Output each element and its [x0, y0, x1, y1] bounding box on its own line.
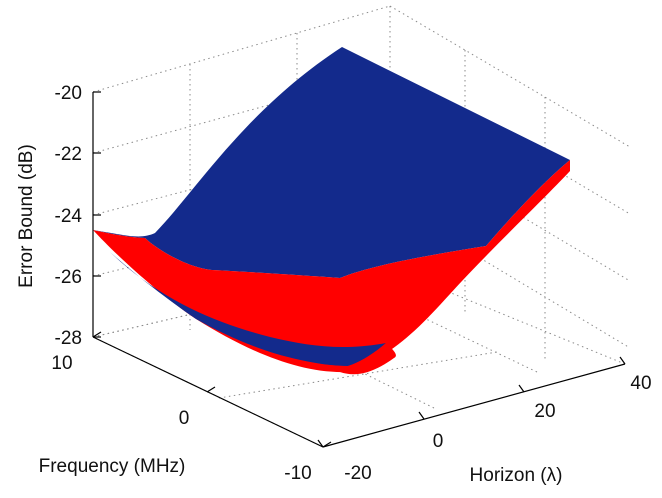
y-tick-label-10: 10 — [51, 353, 72, 374]
y-axis-title: Frequency (MHz) — [39, 456, 186, 477]
z-tick-label-1: -22 — [55, 144, 82, 165]
z-tick-label-3: -26 — [55, 267, 82, 288]
y-tick-mark-10 — [92, 331, 102, 338]
surface-blue-lower-band — [110, 252, 386, 366]
x-tick-label--20: -20 — [344, 463, 371, 484]
y-tick-label--10: -10 — [284, 463, 311, 484]
x-tick-label-20: 20 — [534, 401, 555, 422]
surface-blue-top — [93, 47, 570, 278]
z-tick-label-2: -24 — [55, 206, 83, 227]
grid-floor-y-10 — [92, 267, 391, 338]
x-tick-mark-40 — [619, 356, 626, 365]
y-tick-mark-0 — [206, 386, 216, 393]
grid-floor-y-0 — [218, 351, 498, 399]
x-tick-mark--20 — [317, 439, 324, 448]
surface-layer — [93, 47, 570, 375]
grid-back-left-z--22 — [92, 71, 391, 154]
y-tick-mark--10 — [322, 441, 332, 448]
z-tick-label-0: -20 — [55, 83, 82, 104]
x-tick-mark-20 — [518, 384, 525, 393]
x-tick-label-0: 0 — [433, 431, 444, 452]
tick-layer — [92, 91, 626, 448]
x-axis-title: Horizon (λ) — [470, 465, 563, 486]
axis-title-layer: Error Bound (dB) Frequency (MHz) Horizon… — [16, 144, 562, 486]
surface-red-lower-rim — [230, 338, 396, 375]
tick-label-layer: -20 -22 -24 -26 -28 10 0 -10 -20 0 20 40 — [51, 83, 651, 484]
x-axis-line — [322, 363, 626, 448]
x-tick-mark-0 — [418, 411, 425, 420]
grid-back-right-z--20 — [389, 5, 631, 148]
y-tick-label-0: 0 — [179, 408, 190, 429]
z-tick-label-4: -28 — [55, 328, 82, 349]
z-axis-title: Error Bound (dB) — [16, 144, 37, 288]
x-tick-label-40: 40 — [630, 373, 651, 394]
